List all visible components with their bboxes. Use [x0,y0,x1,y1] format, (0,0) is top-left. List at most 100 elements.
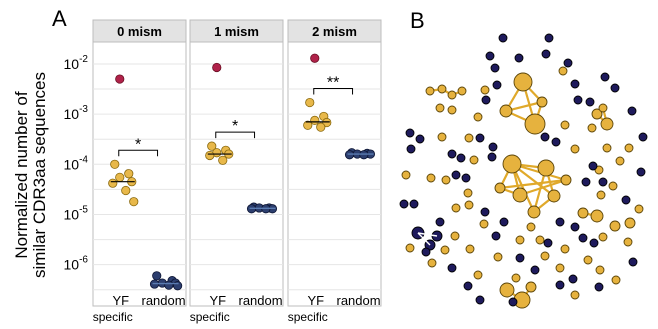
y-axis-title-line2: similar CDR3aa sequences [30,72,49,278]
network-node-random [451,170,461,180]
x-tick-label-random: random [142,293,186,308]
network-node-random [406,144,416,154]
x-tick-label-random: random [239,293,283,308]
y-tick-mantissa: 10 [64,257,80,273]
significance-bracket [313,88,354,95]
network-node-random [589,238,599,248]
network-node-yf [502,154,522,174]
network-node-random [530,265,540,275]
network-node-yf [524,113,546,135]
network-node-yf [512,187,528,203]
network-node-random [435,217,445,227]
random-point [152,271,162,281]
network-node-random [456,153,466,163]
network-node-yf [587,123,597,133]
network-node-random [490,63,500,73]
network-node-yf [427,258,437,268]
network-node-random [544,33,554,43]
y-tick-label: 10-2 [64,54,89,72]
x-tick-label-yf-sub: specific [288,310,328,324]
network-node-random [621,195,631,205]
network-node-random [488,142,498,152]
network-node-yf [513,72,533,92]
yf-point [121,185,131,196]
network-edge [417,232,438,237]
network-node-random [568,274,578,284]
y-axis-title: Normalized number of similar CDR3aa sequ… [12,72,49,278]
facets: 0 mism * YF random specific 1 mism * YF random sp… [92,19,382,324]
network-node-yf [469,155,479,165]
network-graph [399,33,648,309]
outlier-point [212,62,222,73]
yf-point [129,197,139,207]
y-tick-labels: 10-210-310-410-510-6 [64,54,89,273]
facet-strip [287,19,382,43]
network-node-yf [526,222,536,232]
network-node-yf [435,103,445,113]
network-node-yf [570,144,580,154]
network-node-random [585,97,595,107]
network-node-random [541,49,551,59]
network-node-random [600,72,610,82]
network-node-random [594,282,604,292]
yf-point [110,159,120,169]
network-node-yf [560,244,570,254]
network-node-yf [624,217,636,229]
facet-panel [189,19,284,307]
yf-point [207,141,217,151]
y-tick-mantissa: 10 [64,206,80,222]
network-node-yf [437,132,447,142]
network-node-random [480,207,490,217]
network-node-random [570,222,580,232]
network-node-yf [441,175,451,185]
network-node-yf [527,205,541,219]
network-node-yf [611,275,621,285]
y-tick-exponent: -6 [79,255,88,266]
network-edge [519,178,567,197]
network-node-yf [583,255,593,265]
network-node-yf [499,104,513,118]
yf-point [115,172,125,182]
network-node-yf [536,96,548,108]
network-node-yf [493,252,503,262]
facet-panel [92,19,187,307]
y-tick-mantissa: 10 [64,156,80,172]
network-node-yf [560,174,572,186]
network-node-random [638,132,648,142]
yf-point [303,120,313,130]
network-node-yf [480,85,490,95]
network-node-random [515,253,525,263]
network-node-random [628,257,638,267]
network-node-yf [594,165,604,175]
network-node-yf [615,156,625,166]
network-node-yf [602,143,612,153]
x-tick-label-yf: YF [307,293,324,308]
y-tick-exponent: -4 [79,154,88,165]
network-node-random [475,133,485,143]
network-node-yf [540,251,550,261]
network-node-yf [447,90,457,100]
network-node-random [610,83,620,93]
network-node-yf [577,207,589,219]
network-node-yf [405,243,415,253]
network-node-yf [447,105,457,115]
network-node-yf [473,270,483,280]
network-node-random [409,199,419,209]
network-node-random [485,51,495,61]
yf-point [124,169,134,179]
network-node-yf [515,235,525,245]
significance-label: * [135,136,141,153]
y-tick-mantissa: 10 [64,106,80,122]
facet-title: 0 mism [117,24,162,39]
network-node-random [492,80,502,90]
x-tick-label-random: random [337,293,381,308]
network-node-random [508,297,518,307]
panel-b-label: B [410,8,425,33]
network-node-random [627,106,637,116]
significance-bracket [215,131,256,139]
network-node-yf [525,281,537,293]
y-tick-label: 10-3 [64,104,89,122]
facet-strip [189,19,284,43]
x-tick-label-yf-sub: specific [190,310,230,324]
facet-strip [92,19,187,43]
